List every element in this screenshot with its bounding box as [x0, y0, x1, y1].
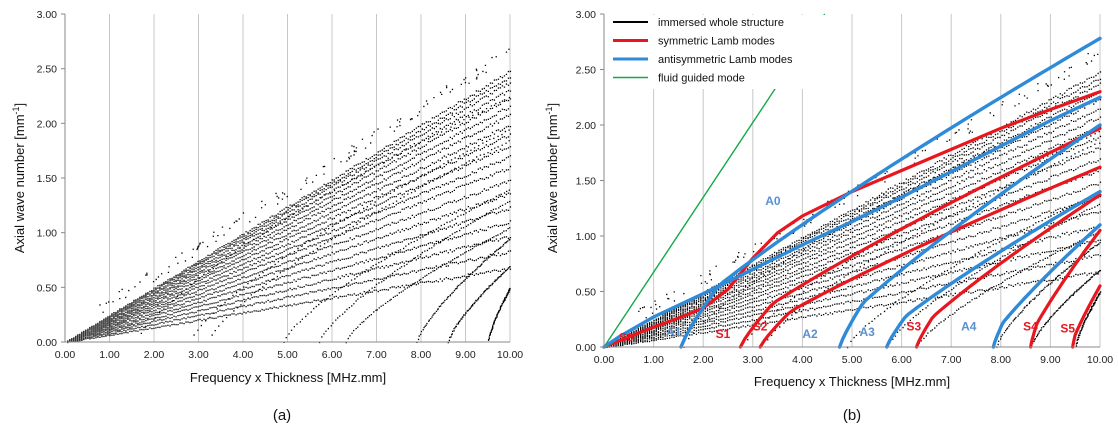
- legend: immersed whole structure symmetric Lamb m…: [608, 15, 830, 89]
- y-tick-label: 3.00: [576, 9, 597, 21]
- x-tick-label: 9.00: [455, 349, 476, 361]
- mode-label-S4: S4: [1023, 319, 1038, 333]
- symmetric-mode-S0: [602, 90, 1102, 349]
- y-tick-label: 2.00: [576, 120, 597, 132]
- gridlines: [109, 14, 511, 342]
- y-tick-label: 1.00: [576, 231, 597, 243]
- symmetric-mode-S4: [1029, 228, 1102, 349]
- legend-label: symmetric Lamb modes: [658, 36, 775, 48]
- mode-label-A1: A1: [666, 325, 682, 339]
- y-tick-labels: 0.00 0.50 1.00 1.50 2.00 2.50 3.00: [576, 9, 597, 354]
- x-tick-label: 5.00: [842, 354, 863, 366]
- y-tick-label: 1.50: [576, 176, 597, 188]
- symmetric-mode-S5: [1071, 284, 1102, 349]
- x-tick-label: 3.00: [743, 354, 764, 366]
- mode-label-A4: A4: [961, 319, 977, 333]
- x-tick-label: 1.00: [99, 349, 120, 361]
- x-tick-label: 7.00: [366, 349, 387, 361]
- y-tick-label: 0.00: [576, 342, 597, 354]
- y-tick-label: 1.50: [37, 173, 58, 185]
- y-tick-label: 2.50: [37, 64, 58, 76]
- x-tick-label: 9.00: [1040, 354, 1061, 366]
- x-tick-label: 6.00: [322, 349, 343, 361]
- x-tick-labels: 0.00 1.00 2.00 3.00 4.00 5.00 6.00 7.00 8.00 9.00…: [594, 354, 1114, 366]
- scatter-point-group: [606, 53, 1102, 349]
- x-tick-label: 0.00: [55, 349, 76, 361]
- x-axis-title: Frequency x Thickness [MHz.mm]: [190, 370, 386, 385]
- mode-label-S3: S3: [907, 319, 922, 333]
- x-tick-label: 4.00: [792, 354, 813, 366]
- x-tick-label: 2.00: [693, 354, 714, 366]
- x-axis-title: Frequency x Thickness [MHz.mm]: [754, 374, 950, 389]
- x-tick-label: 8.00: [411, 349, 432, 361]
- mode-label-A2: A2: [802, 327, 818, 341]
- mode-label-S0: S0: [619, 330, 634, 344]
- chart-panel-b: 0.00 1.00 2.00 3.00 4.00 5.00 6.00 7.00 8.00 9.00…: [544, 9, 1113, 424]
- mode-labels: A0 S0 A1 S1 S2 A2 A3 S3 A4 S4 S5: [619, 194, 1075, 345]
- mode-label-S1: S1: [716, 327, 731, 341]
- x-tick-label: 7.00: [941, 354, 962, 366]
- antisymmetric-mode-A4: [991, 223, 1102, 349]
- x-tick-label: 1.00: [643, 354, 664, 366]
- legend-label: fluid guided mode: [658, 73, 745, 85]
- y-tick-label: 2.50: [576, 65, 597, 77]
- mode-label-A0: A0: [765, 194, 781, 208]
- y-axis-title: Axial wave number [mm-1]: [544, 103, 560, 253]
- chart-panel-a: 0.00 1.00 2.00 3.00 4.00 5.00 6.00 7.00 8.00 9.00…: [11, 9, 523, 424]
- legend-background: [608, 15, 830, 89]
- y-axis-title: Axial wave number [mm-1]: [11, 103, 27, 253]
- y-tick-labels: 0.00 0.50 1.00 1.50 2.00 2.50 3.00: [37, 9, 58, 349]
- x-tick-label: 0.00: [594, 354, 615, 366]
- x-tick-label: 4.00: [233, 349, 254, 361]
- scatter-point-group: [67, 48, 512, 344]
- symmetric-mode-S3: [914, 193, 1102, 349]
- legend-label: immersed whole structure: [658, 17, 784, 29]
- y-tick-label: 0.50: [37, 282, 58, 294]
- y-tick-label: 0.50: [576, 287, 597, 299]
- symmetric-mode-S1: [738, 126, 1102, 349]
- antisymmetric-mode-A0: [602, 95, 1102, 349]
- y-tick-label: 1.00: [37, 228, 58, 240]
- x-tick-label: 6.00: [891, 354, 912, 366]
- dispersion-points: [67, 48, 512, 344]
- y-tick-label: 2.00: [37, 118, 58, 130]
- x-tick-label: 3.00: [188, 349, 209, 361]
- antisymmetric-mode-A1: [679, 36, 1102, 349]
- x-tick-label: 8.00: [991, 354, 1012, 366]
- symmetric-mode-S2: [758, 165, 1102, 349]
- x-tick-labels: 0.00 1.00 2.00 3.00 4.00 5.00 6.00 7.00 8.00 9.00…: [55, 349, 524, 361]
- mode-label-S2: S2: [753, 319, 768, 333]
- x-tick-label: 10.00: [1087, 354, 1113, 366]
- mode-label-A3: A3: [859, 325, 875, 339]
- x-tick-label: 5.00: [277, 349, 298, 361]
- y-tick-label: 0.00: [37, 337, 58, 349]
- antisymmetric-mode-A2: [837, 123, 1102, 349]
- axes: [600, 13, 1100, 348]
- dispersion-points: [606, 53, 1102, 349]
- panel-caption: (b): [843, 407, 861, 424]
- axes: [61, 13, 510, 343]
- x-tick-label: 2.00: [144, 349, 165, 361]
- y-tick-label: 3.00: [37, 9, 58, 21]
- antisymmetric-mode-A3: [885, 189, 1102, 349]
- panel-caption: (a): [273, 407, 291, 424]
- legend-label: antisymmetric Lamb modes: [658, 54, 793, 66]
- x-tick-label: 10.00: [497, 349, 523, 361]
- mode-label-S5: S5: [1060, 322, 1075, 336]
